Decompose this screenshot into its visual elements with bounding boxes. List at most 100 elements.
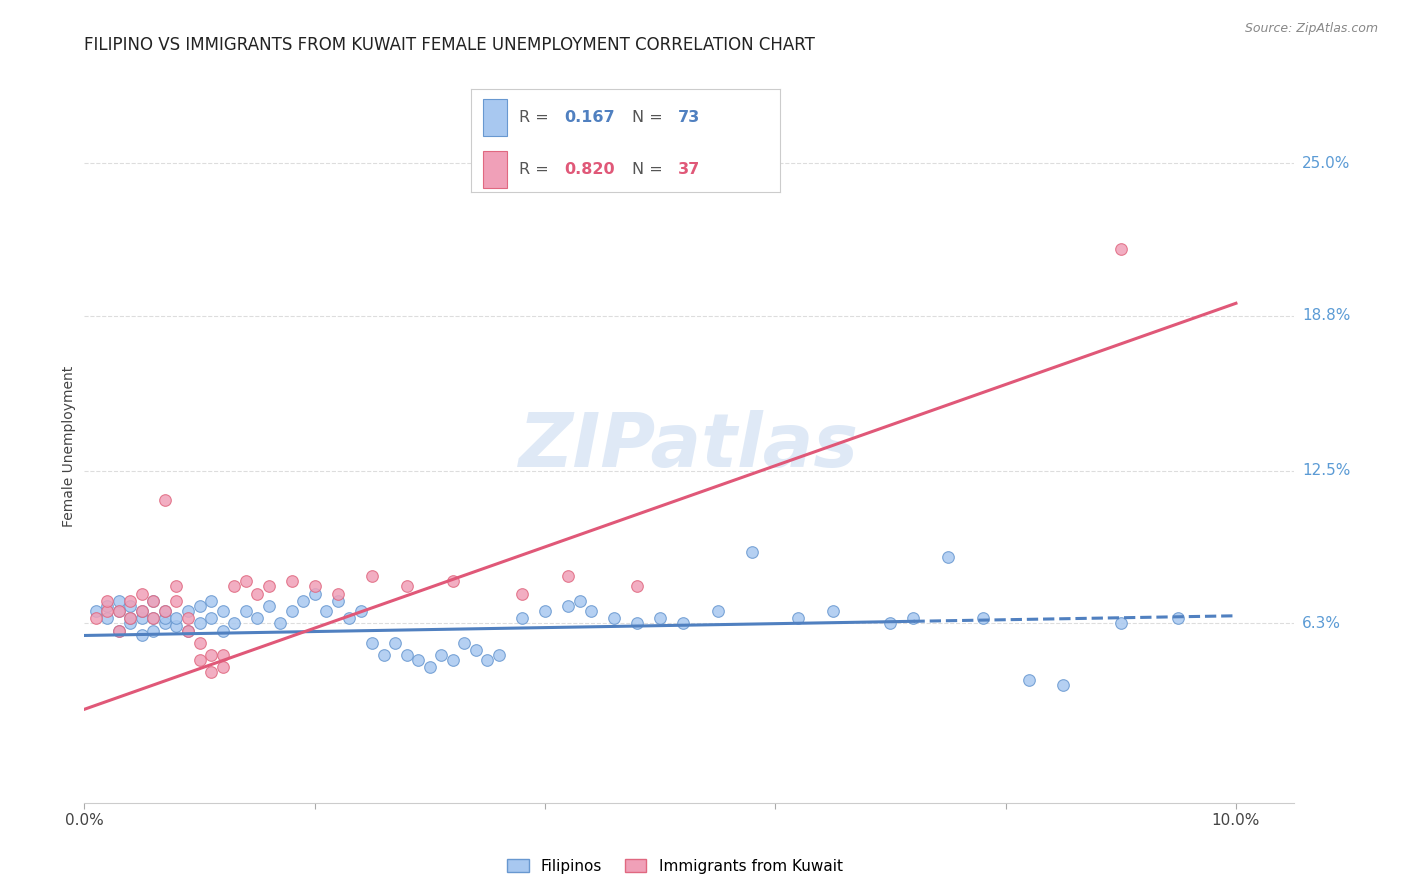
Point [787,611,810,625]
Point [166,579,188,593]
Point [1109,242,1132,256]
Point [177,624,200,638]
Point [488,648,510,662]
Point [361,569,384,583]
Point [568,594,591,608]
Point [131,604,153,618]
Point [257,579,280,593]
Point [142,611,165,625]
Point [510,611,533,625]
Point [603,611,626,625]
Text: 73: 73 [678,111,700,126]
Point [972,611,994,625]
Point [188,653,211,667]
Text: 12.5%: 12.5% [1302,463,1350,478]
Point [557,599,579,613]
Point [408,653,430,667]
Point [326,587,349,601]
Point [1052,678,1074,692]
Point [131,611,153,625]
Point [120,599,142,613]
Text: R =: R = [519,161,554,177]
Point [936,549,959,564]
Point [257,599,280,613]
Point [142,611,165,625]
Point [672,616,695,631]
Point [879,616,901,631]
Y-axis label: Female Unemployment: Female Unemployment [62,366,76,526]
Point [153,616,176,631]
Point [200,648,222,662]
Point [626,616,648,631]
Point [821,604,844,618]
Point [222,579,245,593]
Point [177,604,200,618]
Point [211,604,233,618]
Point [120,594,142,608]
Text: N =: N = [631,111,668,126]
Text: Source: ZipAtlas.com: Source: ZipAtlas.com [1244,22,1378,36]
Point [326,594,349,608]
Text: FILIPINO VS IMMIGRANTS FROM KUWAIT FEMALE UNEMPLOYMENT CORRELATION CHART: FILIPINO VS IMMIGRANTS FROM KUWAIT FEMAL… [84,36,815,54]
Point [131,628,153,642]
Point [361,636,384,650]
Point [441,574,464,589]
Point [269,616,291,631]
Point [131,604,153,618]
Point [292,594,315,608]
Point [280,574,302,589]
Point [557,569,579,583]
Point [419,660,441,674]
Point [430,648,453,662]
Point [166,611,188,625]
Point [1109,616,1132,631]
Point [304,579,326,593]
Point [108,604,131,618]
Point [337,611,360,625]
Text: 6.3%: 6.3% [1302,615,1341,631]
Text: ZIPatlas: ZIPatlas [519,409,859,483]
Point [280,604,302,618]
Point [384,636,406,650]
Point [650,611,672,625]
Point [626,579,648,593]
Point [84,604,107,618]
Point [200,665,222,680]
Point [142,594,165,608]
Point [706,604,728,618]
Point [304,587,326,601]
Point [177,611,200,625]
Point [153,604,176,618]
Legend: Filipinos, Immigrants from Kuwait: Filipinos, Immigrants from Kuwait [501,853,849,880]
Point [131,587,153,601]
Point [315,604,337,618]
Text: 0.820: 0.820 [564,161,614,177]
Point [741,545,763,559]
Text: 37: 37 [678,161,700,177]
Point [142,624,165,638]
Point [96,594,118,608]
Point [441,653,464,667]
Point [108,624,131,638]
Text: N =: N = [631,161,668,177]
Point [177,624,200,638]
Point [108,604,131,618]
Point [84,611,107,625]
Point [395,579,418,593]
Point [903,611,925,625]
Point [96,611,118,625]
Point [534,604,557,618]
Point [350,604,373,618]
Point [453,636,475,650]
Text: 18.8%: 18.8% [1302,308,1350,323]
Point [108,594,131,608]
Point [96,604,118,618]
Point [188,616,211,631]
Point [153,604,176,618]
Point [246,587,269,601]
Point [120,611,142,625]
Point [153,493,176,508]
Point [464,643,486,657]
Point [235,574,257,589]
Bar [484,99,506,136]
